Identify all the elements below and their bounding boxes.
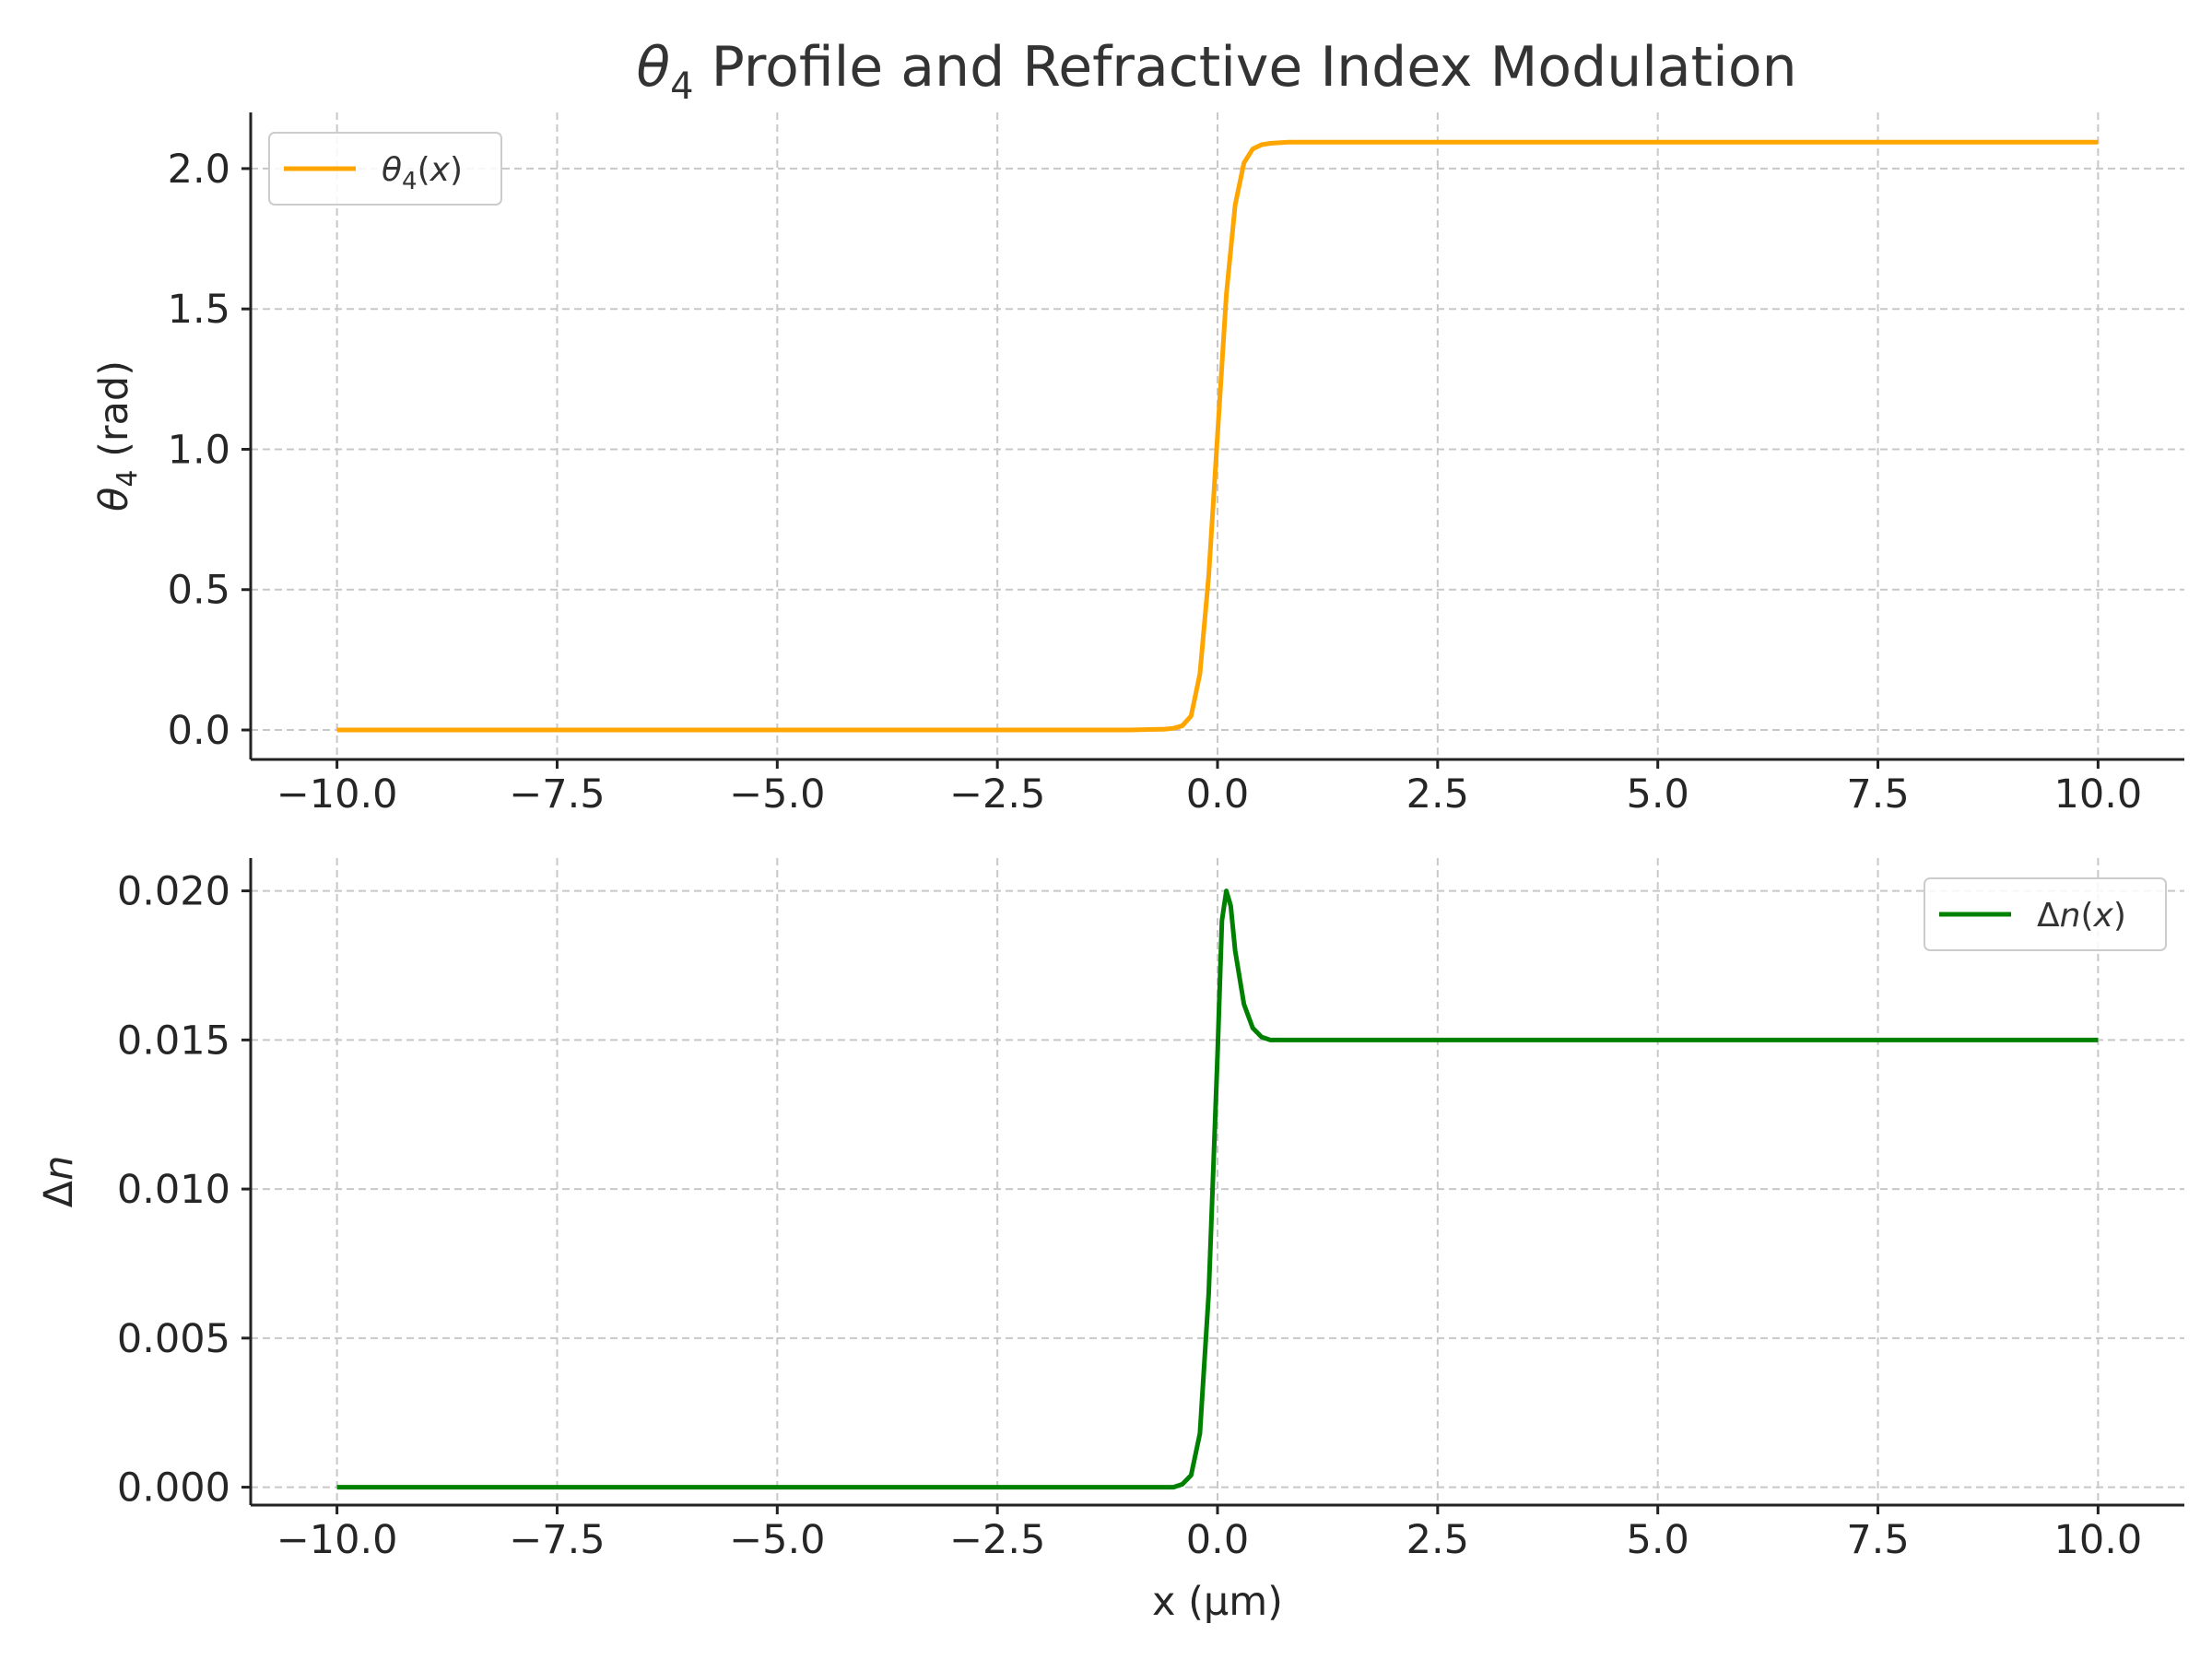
y-tick-label: 0.020 (117, 869, 230, 915)
x-tick-label: −5.0 (729, 771, 825, 818)
y-tick-label: 0.010 (117, 1167, 230, 1213)
y-tick-label: 1.0 (168, 427, 230, 473)
y-tick-label: 0.000 (117, 1465, 230, 1512)
y-tick-label: 2.0 (168, 147, 230, 193)
refractive-index-panel: −10.0 −7.5 −5.0 −2.5 0.0 2.5 5.0 7.5 10.0 0.000 0.… (36, 858, 2184, 1625)
legend-box (1924, 877, 2167, 951)
y-tick-label: 0.015 (117, 1018, 230, 1064)
legend-box (268, 132, 502, 206)
x-tick-label: −7.5 (509, 771, 605, 818)
x-tick-label: 10.0 (2053, 771, 2142, 818)
x-tick-label: 7.5 (1846, 771, 1909, 818)
x-tick-label: 2.5 (1406, 1517, 1469, 1563)
legend-label: θ4(x) (382, 151, 463, 195)
x-tick-label: 5.0 (1626, 1517, 1688, 1563)
y-axis-title: θ4 (rad) (91, 360, 144, 512)
x-tick-label: 0.0 (1186, 771, 1249, 818)
x-tick-label: −10.0 (276, 771, 398, 818)
x-tick-label: 5.0 (1626, 771, 1688, 818)
x-tick-label: −2.5 (949, 771, 1045, 818)
x-tick-label: −7.5 (509, 1517, 605, 1563)
x-tick-label: −5.0 (729, 1517, 825, 1563)
x-tick-label: 2.5 (1406, 771, 1469, 818)
x-tick-label: −2.5 (949, 1517, 1045, 1563)
series-line (336, 139, 2099, 733)
legend-label: Δn(x) (2037, 897, 2126, 935)
theta-profile-panel: −10.0 −7.5 −5.0 −2.5 0.0 2.5 5.0 7.5 10.0 0.0 0.5 1… (91, 112, 2184, 818)
y-tick-label: 0.5 (168, 568, 230, 614)
x-tick-label: 10.0 (2053, 1517, 2142, 1563)
y-tick-label: 1.5 (168, 287, 230, 333)
x-axis-title: x (μm) (1152, 1579, 1283, 1625)
x-tick-label: −10.0 (276, 1517, 398, 1563)
y-axis-title: Δn (36, 1156, 82, 1208)
chart-title: θ4 Profile and Refractive Index Modulati… (636, 35, 1796, 108)
series-line (336, 888, 2099, 1490)
y-tick-label: 0.005 (117, 1316, 230, 1362)
x-tick-label: 7.5 (1846, 1517, 1909, 1563)
x-tick-label: 0.0 (1186, 1517, 1249, 1563)
y-tick-label: 0.0 (168, 708, 230, 754)
